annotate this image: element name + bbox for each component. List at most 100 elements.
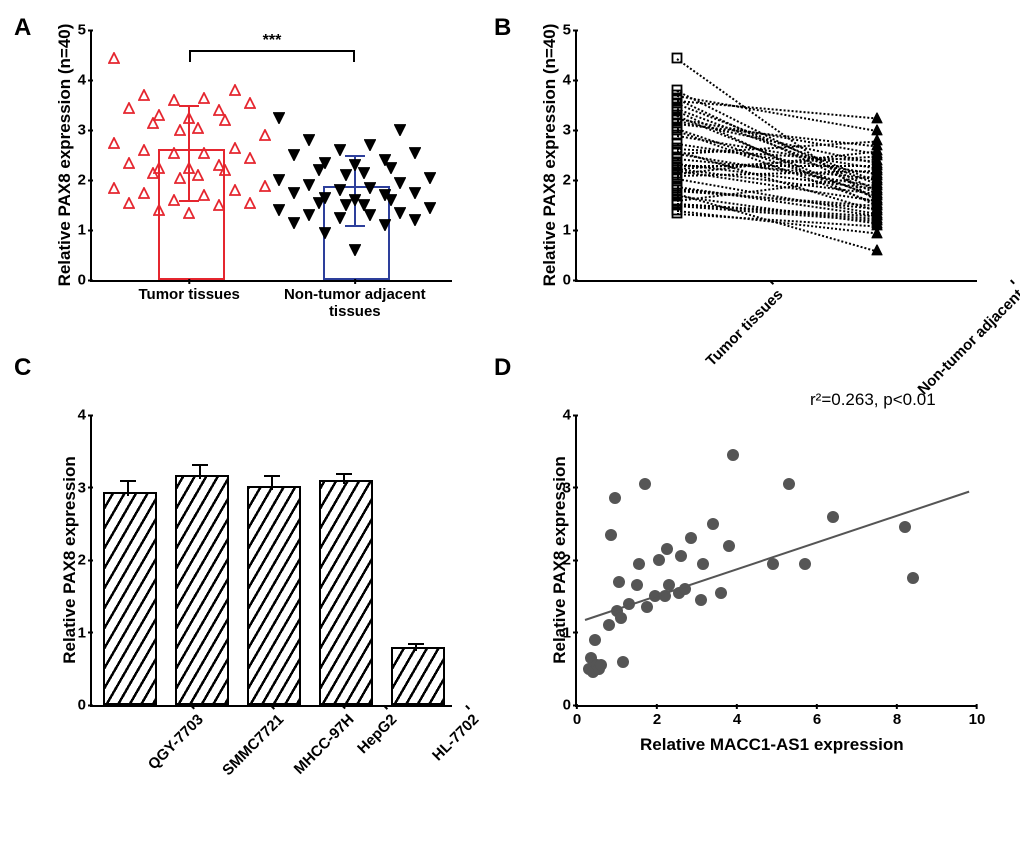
data-marker	[303, 134, 315, 146]
errorcap	[408, 643, 424, 645]
pair-marker-right	[872, 125, 883, 136]
scatter-point	[605, 529, 617, 541]
errorcap	[192, 464, 208, 466]
data-marker	[409, 214, 421, 226]
panel-c-plot: 01234QGY-7703SMMC7721MHCC-97HHepG2HL-770…	[90, 415, 452, 707]
pair-marker-right	[872, 195, 883, 206]
ytick: 0	[563, 697, 571, 714]
data-marker	[153, 204, 165, 216]
bar	[391, 647, 445, 705]
data-marker	[168, 94, 180, 106]
errorcap	[345, 225, 365, 227]
ytick: 5	[78, 22, 86, 39]
xtick: 2	[653, 711, 661, 728]
data-marker	[319, 157, 331, 169]
data-marker	[153, 162, 165, 174]
panel-c-label: C	[14, 354, 31, 382]
data-marker	[198, 189, 210, 201]
xtick-label: SMMC7721	[219, 711, 287, 779]
data-marker	[213, 199, 225, 211]
errorcap	[179, 105, 199, 107]
bar	[103, 492, 157, 705]
data-marker	[108, 182, 120, 194]
scatter-point	[617, 656, 629, 668]
panel-c-ylabel: Relative PAX8 expression	[60, 430, 80, 690]
panel-d-ylabel: Relative PAX8 expression	[550, 430, 570, 690]
ytick: 3	[563, 122, 571, 139]
panel-d-stats: r²=0.263, p<0.01	[810, 390, 936, 410]
xtick-label: QGY-7703	[145, 711, 207, 773]
data-marker	[244, 152, 256, 164]
data-marker	[259, 180, 271, 192]
scatter-point	[827, 511, 839, 523]
panel-a-ylabel: Relative PAX8 expression (n=40)	[55, 0, 75, 315]
errorcap	[345, 155, 365, 157]
ytick: 4	[78, 407, 86, 424]
errorbar	[199, 464, 201, 479]
significance-bracket	[189, 50, 355, 52]
scatter-point	[589, 634, 601, 646]
scatter-point	[609, 492, 621, 504]
panel-a-label: A	[14, 14, 31, 42]
bar	[247, 486, 301, 705]
data-marker	[379, 154, 391, 166]
panel-d-label: D	[494, 354, 511, 382]
data-marker	[349, 159, 361, 171]
scatter-point	[633, 558, 645, 570]
data-marker	[409, 187, 421, 199]
panel-c: C 01234QGY-7703SMMC7721MHCC-97HHepG2HL-7…	[10, 350, 490, 850]
scatter-point	[615, 612, 627, 624]
panel-a: A 012345Tumor tissuesNon-tumor adjacent …	[10, 10, 490, 350]
errorcap	[179, 200, 199, 202]
data-marker	[394, 124, 406, 136]
data-marker	[273, 112, 285, 124]
xtick: 6	[813, 711, 821, 728]
data-marker	[123, 157, 135, 169]
data-marker	[319, 192, 331, 204]
data-marker	[229, 84, 241, 96]
scatter-point	[661, 543, 673, 555]
data-marker	[198, 147, 210, 159]
data-marker	[288, 187, 300, 199]
xtick: 4	[733, 711, 741, 728]
data-marker	[364, 182, 376, 194]
data-marker	[273, 174, 285, 186]
bar	[175, 475, 229, 705]
scatter-point	[715, 587, 727, 599]
panel-d: D 012340246810 Relative PAX8 expression …	[490, 350, 1010, 850]
pair-marker-right	[872, 112, 883, 123]
xtick: 0	[573, 711, 581, 728]
scatter-point	[653, 554, 665, 566]
errorcap	[120, 480, 136, 482]
ytick: 1	[563, 222, 571, 239]
errorbar	[127, 480, 129, 496]
scatter-point	[595, 659, 607, 671]
data-marker	[288, 217, 300, 229]
figure-grid: A 012345Tumor tissuesNon-tumor adjacent …	[10, 10, 1010, 850]
scatter-point	[685, 532, 697, 544]
data-marker	[349, 244, 361, 256]
errorcap	[336, 473, 352, 475]
data-marker	[364, 139, 376, 151]
errorbar	[271, 475, 273, 490]
scatter-point	[899, 521, 911, 533]
data-marker	[168, 194, 180, 206]
ytick: 3	[78, 122, 86, 139]
ytick: 1	[78, 222, 86, 239]
panel-b-ylabel: Relative PAX8 expression (n=40)	[540, 0, 560, 315]
data-marker	[183, 112, 195, 124]
pair-marker-left	[672, 85, 683, 96]
data-marker	[394, 177, 406, 189]
pair-marker-right	[872, 245, 883, 256]
ytick: 0	[78, 272, 86, 289]
ytick: 4	[563, 407, 571, 424]
data-marker	[213, 104, 225, 116]
data-marker	[174, 124, 186, 136]
xtick: 10	[969, 711, 986, 728]
xtick-label: Tumor tissues	[138, 286, 239, 303]
data-marker	[168, 147, 180, 159]
ytick: 0	[563, 272, 571, 289]
data-marker	[303, 179, 315, 191]
pair-marker-left	[672, 52, 683, 63]
scatter-point	[695, 594, 707, 606]
